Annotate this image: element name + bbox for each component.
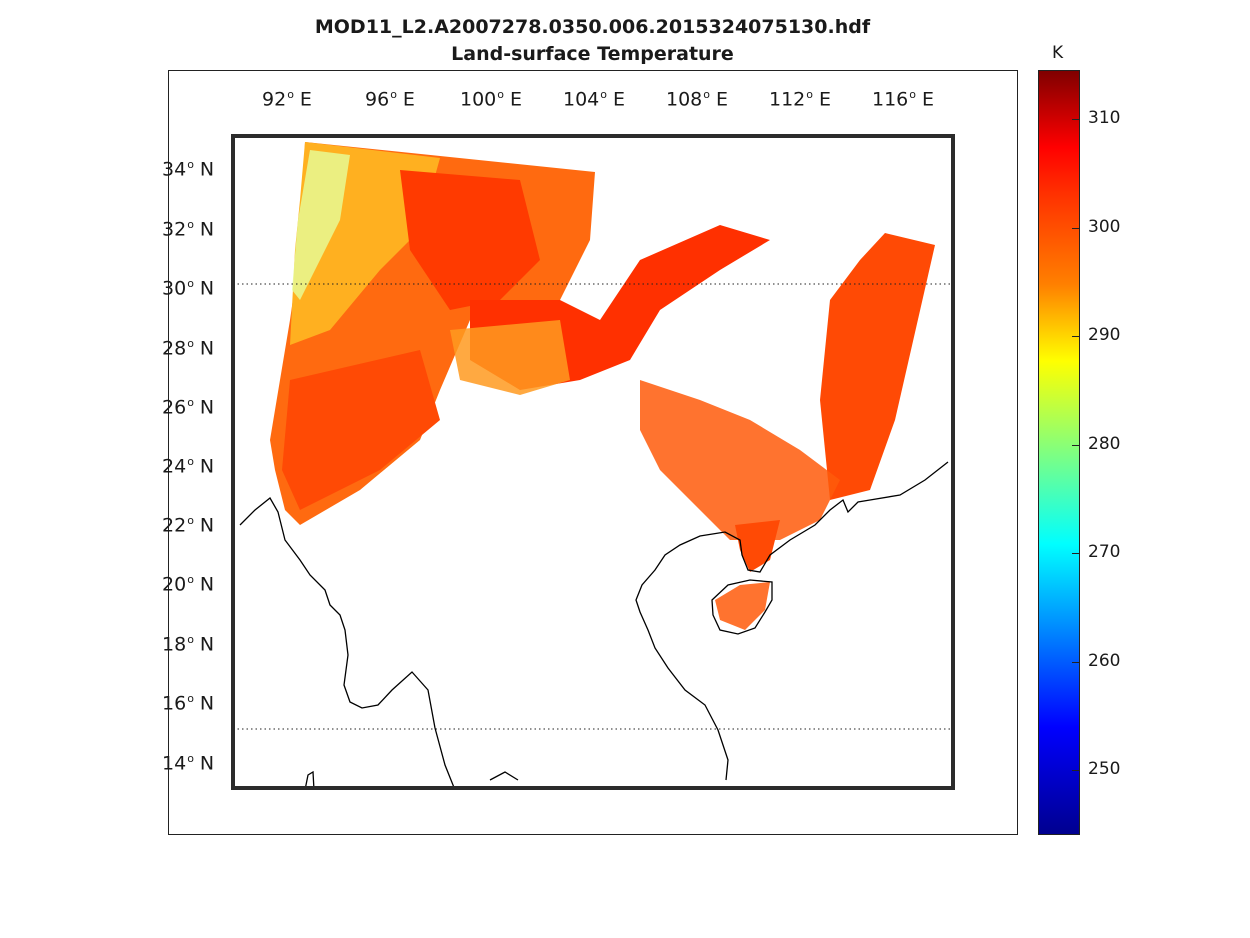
lat-label-26: 26o N	[162, 396, 215, 419]
colorbar-unit: K	[1052, 43, 1064, 63]
axes-frame	[168, 70, 1018, 835]
lon-label-92: 92o E	[262, 88, 312, 111]
colorbar-tick-250: 250	[1088, 759, 1121, 779]
colorbar-tick-mark	[1072, 119, 1080, 120]
lst-hainan	[715, 582, 770, 630]
figure-title-line2: Land-surface Temperature	[451, 43, 734, 65]
lat-label-24: 24o N	[162, 455, 215, 478]
colorbar-tick-mark	[1072, 336, 1080, 337]
coastline-islet-2	[489, 771, 519, 781]
lat-label-20: 20o N	[162, 573, 215, 596]
colorbar-tick-290: 290	[1088, 325, 1121, 345]
colorbar-tick-260: 260	[1088, 651, 1121, 671]
colorbar-tick-mark	[1072, 228, 1080, 229]
colorbar-tick-280: 280	[1088, 434, 1121, 454]
lat-label-16: 16o N	[162, 692, 215, 715]
lst-central-mild	[450, 320, 570, 395]
lat-label-28: 28o N	[162, 337, 215, 360]
colorbar-tick-270: 270	[1088, 542, 1121, 562]
lst-leizhou	[735, 520, 780, 572]
lon-label-100: 100o E	[460, 88, 523, 111]
coastline-islet-1	[304, 770, 315, 788]
colorbar	[1038, 70, 1080, 835]
colorbar-tick-310: 310	[1088, 108, 1121, 128]
coastline-hainan	[711, 579, 773, 635]
colorbar-tick-mark	[1072, 445, 1080, 446]
lon-label-96: 96o E	[365, 88, 415, 111]
lat-label-22: 22o N	[162, 514, 215, 537]
colorbar-tick-mark	[1072, 770, 1080, 771]
lst-swath-east	[820, 233, 935, 500]
lon-label-116: 116o E	[872, 88, 935, 111]
lon-label-104: 104o E	[563, 88, 626, 111]
figure-title-line1: MOD11_L2.A2007278.0350.006.2015324075130…	[314, 16, 871, 38]
colorbar-tick-mark	[1072, 553, 1080, 554]
lst-swath-west-hot	[400, 170, 540, 310]
lst-swath-west-south	[282, 350, 440, 510]
lat-label-14: 14o N	[162, 752, 215, 775]
lst-south-east	[640, 380, 840, 540]
lat-label-32: 32o N	[162, 218, 215, 241]
lst-swath-west-cold	[292, 150, 350, 300]
coastline-vietnam-china	[635, 461, 949, 781]
colorbar-tick-300: 300	[1088, 217, 1121, 237]
lon-label-108: 108o E	[666, 88, 729, 111]
map-frame	[231, 134, 955, 790]
coastline-myanmar	[239, 497, 455, 788]
lat-label-30: 30o N	[162, 277, 215, 300]
lon-label-112: 112o E	[769, 88, 832, 111]
colorbar-tick-mark	[1072, 662, 1080, 663]
lat-label-34: 34o N	[162, 158, 215, 181]
lat-label-18: 18o N	[162, 633, 215, 656]
